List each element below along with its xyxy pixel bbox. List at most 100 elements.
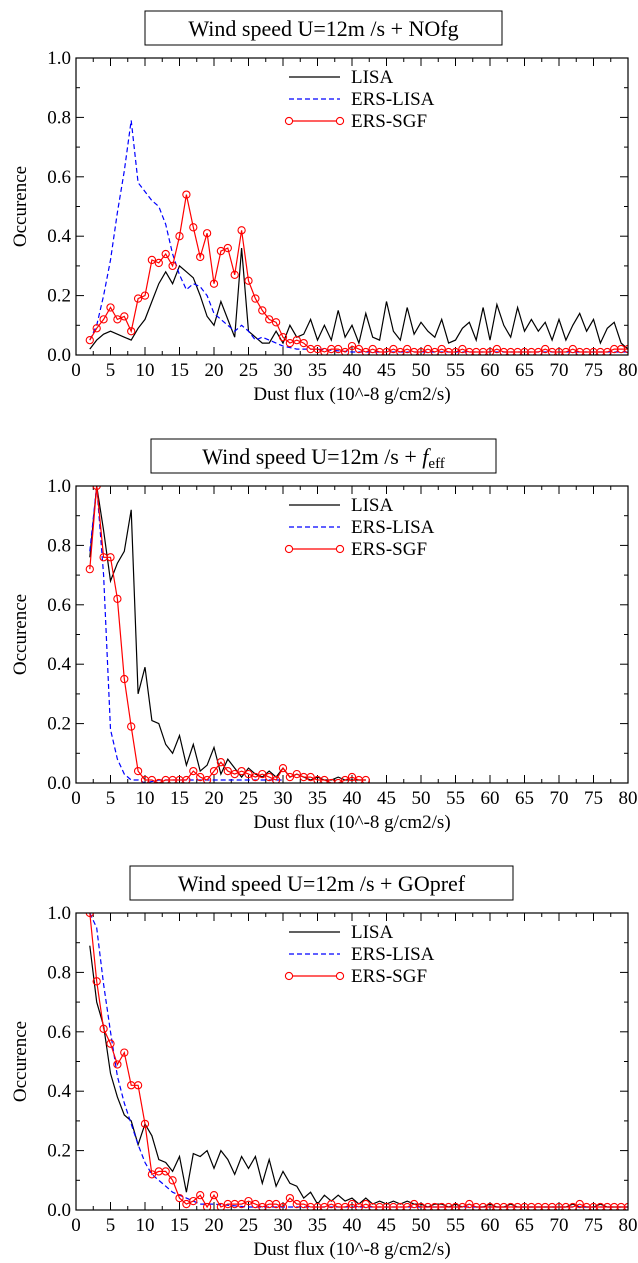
chart-panel-1: Wind speed U=12m /s + NOfg 0 5 10 15 20 25 30 35… [10,10,638,405]
plot-area [85,120,628,355]
data-point [389,344,398,354]
y-tick-label: 0.0 [47,773,71,794]
data-point [416,347,426,355]
data-point [465,1199,474,1209]
x-tick-label: 80 [619,360,638,381]
data-point [278,1202,288,1210]
data-point [202,229,212,238]
x-tick-label: 10 [136,1215,155,1236]
data-point [292,335,301,345]
data-point [196,252,205,262]
data-point [85,565,94,574]
x-tick-label: 75 [584,788,603,809]
data-point [161,249,170,259]
data-point [223,766,232,776]
data-point [92,977,101,986]
data-point [244,276,253,285]
legend-marker [284,971,294,981]
chart-title-box [144,10,503,46]
data-point [113,594,122,604]
chart-panel-3: Wind speed U=12m /s + GOpref 0 5 10 15 20 25 30… [10,865,638,1260]
legend-label: ERS-SGF [351,539,427,560]
data-point [147,255,157,265]
data-point [237,226,246,235]
legend-label: LISA [351,495,394,516]
data-point [133,1081,143,1090]
data-point [189,223,198,232]
data-point [258,1202,267,1210]
y-tick-label: 0.4 [47,1081,71,1102]
data-point [334,778,343,783]
plot-frame [75,912,629,1211]
x-tick-label: 20 [205,788,224,809]
data-point [327,1199,336,1209]
data-point [92,324,101,333]
data-point [437,344,446,354]
x-tick-label: 5 [106,360,116,381]
data-point [458,344,467,354]
chart-title: Wind speed U=12m /s + NOfg [188,16,458,41]
x-tick-label: 80 [619,788,638,809]
data-point [175,1193,184,1203]
data-point [99,315,108,324]
data-point [113,1060,122,1069]
data-point [209,279,219,288]
legend-marker [335,971,345,981]
data-point [147,775,157,783]
data-point [534,347,543,355]
data-point [623,344,628,354]
series-line-ers-sgf [89,194,628,353]
x-tick-label: 20 [205,1215,224,1236]
y-tick-label: 0.6 [47,595,71,616]
data-point [403,1202,412,1210]
data-point [458,1202,467,1210]
y-tick-label: 0.8 [47,962,71,983]
data-point [147,1170,157,1179]
data-point [354,344,364,354]
plot-area [85,486,370,783]
x-tick-label: 40 [343,1215,362,1236]
data-point [623,1202,628,1210]
data-point [85,335,94,345]
data-point [244,1196,253,1206]
data-point [403,344,412,354]
data-point [347,341,357,351]
x-tick-label: 15 [170,360,189,381]
x-tick-label: 35 [308,360,327,381]
data-point [320,775,329,783]
data-point [258,306,267,315]
legend-label: ERS-LISA [351,89,435,110]
data-point [265,772,274,782]
x-tick-label: 15 [170,788,189,809]
chart-title-part: Wind speed U=12m /s + GOpref [178,871,466,896]
data-point [189,766,198,776]
legend-label: ERS-SGF [351,111,427,132]
data-point [320,1202,329,1210]
data-point [168,261,177,271]
x-tick-label: 75 [584,1215,603,1236]
x-tick-label: 60 [481,1215,500,1236]
x-tick-label: 30 [274,360,293,381]
data-point [92,486,101,491]
data-point [258,769,267,779]
chart-title-part: f [422,444,431,469]
data-point [299,1199,308,1209]
data-point [382,347,391,355]
data-point [409,1199,419,1209]
data-point [106,303,115,312]
y-tick-label: 0.8 [47,107,71,128]
data-point [216,246,226,256]
x-tick-label: 70 [550,360,569,381]
data-point [347,772,357,782]
data-point [216,758,226,767]
chart-title: Wind speed U=12m /s + GOpref [178,871,466,896]
y-axis-label: Occurence [10,594,31,675]
data-point [106,1039,115,1048]
y-axis-label: Occurence [10,166,31,247]
chart-title-box [150,438,497,474]
data-point [271,318,281,327]
data-point [251,294,260,303]
series-line-ers-lisa [89,120,628,353]
data-point [271,775,281,783]
